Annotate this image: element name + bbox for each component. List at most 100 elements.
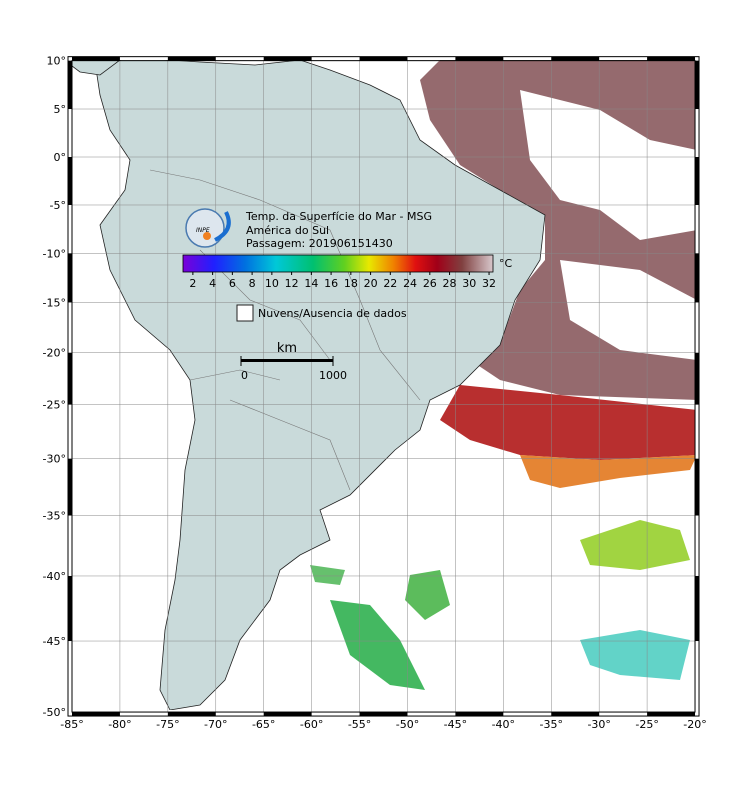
lat-tick-label: 5°: [54, 103, 67, 116]
lat-tick-label: -20°: [43, 347, 66, 360]
frame-segment: [455, 712, 504, 717]
lon-tick-label: -45°: [444, 718, 467, 731]
sst-red-band: [440, 385, 695, 460]
sst-orange-band: [520, 455, 695, 488]
colorbar-unit: °C: [499, 257, 513, 270]
lat-tick-label: -45°: [43, 635, 66, 648]
colorbar-tick-label: 22: [383, 277, 397, 290]
lat-tick-label: 10°: [47, 55, 67, 68]
legend: INPE Temp. da Superfície do Mar - MSG Am…: [185, 208, 432, 356]
colorbar-tick-label: 18: [344, 277, 358, 290]
lon-tick-label: -50°: [396, 718, 419, 731]
lon-tick-label: -30°: [587, 718, 610, 731]
title-line: Temp. da Superfície do Mar - MSG: [245, 210, 432, 223]
lon-tick-label: -20°: [683, 718, 706, 731]
sst-cloud-gap: [560, 260, 695, 360]
scale-bar-body: [241, 359, 333, 362]
lat-tick-label: -15°: [43, 296, 66, 309]
sst-layer: [310, 60, 695, 690]
colorbar-tick-label: 28: [443, 277, 457, 290]
frame-segment: [72, 56, 120, 61]
borders: [149, 169, 421, 491]
frame-segment: [647, 56, 696, 61]
colorbar-tick-label: 32: [482, 277, 496, 290]
sst-cloud-gap: [520, 90, 695, 240]
sst-cyan-patch: [580, 630, 690, 680]
frame-segment: [263, 712, 312, 717]
colorbar-tick-label: 24: [403, 277, 417, 290]
colorbar: 2 4 6 8 10 12 14 16 18 20 22 24 26 28 30 32°C: [182, 254, 513, 290]
frame-segment: [68, 352, 72, 405]
logo: [185, 208, 225, 248]
lon-tick-label: -60°: [300, 718, 323, 731]
frame-segment: [695, 157, 700, 205]
frame-segment: [68, 575, 72, 642]
lon-tick-label: -40°: [492, 718, 515, 731]
map-frame: [67, 56, 700, 717]
frame-segment: [68, 60, 72, 110]
sst-green-patch: [310, 565, 345, 585]
frame-segment: [359, 712, 408, 717]
frame-segment: [695, 60, 700, 110]
frame-segment: [695, 253, 700, 303]
lat-tick-label: -50°: [43, 706, 66, 719]
colorbar-tick-label: 8: [249, 277, 256, 290]
frame-segment: [359, 56, 408, 61]
frame-segment: [551, 712, 600, 717]
frame-segment: [695, 458, 700, 516]
sst-green-patch: [580, 520, 690, 570]
scale-tick-label: 0: [241, 369, 248, 382]
central-america: [72, 60, 121, 76]
lon-tick-label: -25°: [635, 718, 658, 731]
colorbar-tick-label: 12: [285, 277, 299, 290]
lon-tick-label: -80°: [108, 718, 131, 731]
colorbar-tick-label: 16: [324, 277, 338, 290]
title-line: Passagem: 201906151430: [246, 237, 393, 250]
scale-bar: 0 1000: [240, 356, 347, 382]
lat-tick-label: 0°: [54, 151, 67, 164]
logo-text: INPE: [196, 227, 210, 234]
lon-tick-label: -65°: [252, 718, 275, 731]
frame-segment: [72, 712, 120, 717]
colorbar-tick-label: 2: [189, 277, 196, 290]
frame-segment: [263, 56, 312, 61]
frame-segment: [455, 56, 504, 61]
frame-segment: [167, 56, 216, 61]
legend-text: Nuvens/Ausencia de dados: [258, 307, 407, 320]
colorbar-tick-label: 4: [209, 277, 216, 290]
lon-tick-label: -35°: [540, 718, 563, 731]
graticule: [71, 60, 696, 713]
lon-tick-label: -70°: [204, 718, 227, 731]
frame-segment: [68, 458, 72, 516]
lat-tick-label: -30°: [43, 453, 66, 466]
frame-segment: [167, 712, 216, 717]
frame-segment: [68, 157, 72, 205]
lat-tick-label: -40°: [43, 570, 66, 583]
lon-tick-label: -75°: [156, 718, 179, 731]
colorbar-tick-label: 30: [462, 277, 476, 290]
frame-segment: [695, 575, 700, 642]
scale-unit: km: [277, 341, 297, 356]
lat-tick-label: -25°: [43, 399, 66, 412]
lat-tick-label: -5°: [50, 199, 66, 212]
no-data-swatch: [236, 304, 254, 322]
lat-tick-label: -10°: [43, 247, 66, 260]
frame-segment: [695, 352, 700, 405]
frame-segment: [647, 712, 696, 717]
colorbar-tick-label: 20: [364, 277, 378, 290]
colorbar-tick-label: 6: [229, 277, 236, 290]
colorbar-tick-label: 10: [265, 277, 279, 290]
frame-segment: [551, 56, 600, 61]
logo-dot: [203, 232, 211, 240]
logo-arrow: [214, 211, 231, 242]
colorbar-tick-label: 14: [304, 277, 318, 290]
sst-green-patch: [330, 600, 425, 690]
title-line: América do Sul: [246, 224, 329, 237]
frame-segment: [68, 253, 72, 303]
lon-tick-label: -85°: [60, 718, 83, 731]
tick-labels: -85° -80° -75° -70° -65° -60° -55° -50° -45° -40°…: [43, 55, 707, 731]
colorbar-tick-label: 26: [423, 277, 437, 290]
sst-green-patch: [405, 570, 450, 620]
lon-tick-label: -55°: [348, 718, 371, 731]
